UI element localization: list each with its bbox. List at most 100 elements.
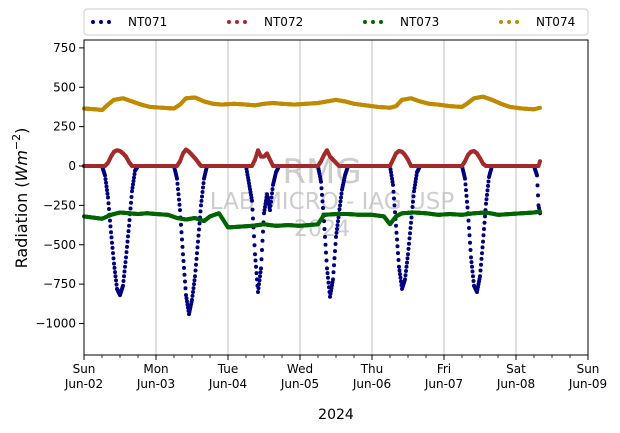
legend-box	[83, 8, 589, 36]
point-NT071	[471, 274, 475, 279]
point-NT071	[463, 176, 467, 181]
legend-label-NT071: NT071	[128, 15, 167, 29]
point-NT071	[463, 182, 468, 187]
point-NT071	[256, 286, 261, 291]
point-NT071	[326, 275, 330, 280]
point-NT071	[468, 248, 473, 252]
point-NT071	[391, 189, 396, 194]
point-NT071	[465, 199, 469, 204]
x-tick-day: Fri	[437, 362, 451, 376]
point-NT071	[334, 234, 338, 239]
point-NT071	[483, 214, 487, 219]
point-NT071	[413, 182, 417, 187]
point-NT071	[471, 279, 476, 283]
point-NT071	[469, 260, 474, 265]
point-NT071	[470, 264, 474, 269]
point-NT071	[333, 249, 337, 254]
point-NT071	[478, 268, 483, 273]
y-axis: −1000 −750 −500 −250 0 250 500 750	[35, 41, 84, 331]
point-NT071	[467, 226, 471, 230]
point-NT071	[190, 297, 194, 302]
point-NT071	[197, 221, 202, 226]
y-tick-label--500: −500	[43, 238, 76, 252]
series-NT073	[82, 209, 542, 230]
point-NT071	[336, 215, 341, 220]
point-NT071	[332, 263, 336, 268]
point-NT071	[479, 256, 484, 261]
point-NT071	[397, 268, 402, 273]
y-axis-label-exponent: −2	[10, 134, 23, 150]
point-NT071	[111, 256, 116, 261]
point-NT071	[261, 229, 265, 234]
point-NT071	[260, 238, 265, 243]
point-NT071	[536, 193, 540, 198]
point-NT071	[484, 197, 489, 202]
point-NT071	[122, 269, 127, 274]
point-NT071	[335, 227, 339, 231]
point-NT071	[326, 280, 331, 285]
point-NT071	[484, 201, 488, 206]
point-NT071	[132, 172, 137, 177]
point-NT071	[394, 230, 399, 235]
x-tick-day: Tue	[217, 362, 239, 376]
point-NT071	[466, 218, 471, 223]
point-NT071	[104, 180, 108, 185]
legend-marker-NT074	[515, 20, 519, 24]
point-NT071	[252, 234, 256, 239]
series-NT072	[82, 147, 542, 168]
point-NT071	[259, 266, 263, 271]
point-NT071	[121, 279, 126, 283]
point-NT071	[129, 200, 133, 205]
point-NT071	[408, 231, 412, 236]
point-NT071	[465, 205, 470, 210]
legend-label-NT073: NT073	[400, 15, 439, 29]
point-NT071	[250, 198, 254, 203]
point-NT071	[389, 173, 394, 178]
point-NT071	[193, 268, 198, 273]
point-NT071	[126, 234, 130, 239]
point-NT071	[195, 245, 200, 250]
point-NT071	[253, 252, 257, 257]
point-NT071	[325, 271, 330, 276]
y-tick-label-250: 250	[53, 120, 76, 134]
x-tick-label-Jun-05: Wed Jun-05	[280, 362, 319, 391]
point-NT071	[323, 242, 328, 247]
point-NT071	[175, 176, 179, 181]
point-NT071	[404, 264, 409, 269]
legend-marker-NT072	[235, 20, 239, 24]
point-NT071	[197, 227, 201, 232]
point-NT071	[178, 208, 182, 213]
point-NT071	[323, 234, 327, 239]
point-NT071	[106, 195, 110, 200]
x-tick-date: Jun-09	[568, 377, 607, 391]
point-NT071	[320, 192, 324, 197]
x-tick-date: Jun-08	[496, 377, 535, 391]
point-NT071	[337, 207, 342, 212]
grid	[155, 40, 517, 355]
x-tick-date: Jun-04	[208, 377, 247, 391]
point-NT071	[389, 170, 393, 175]
point-NT071	[258, 274, 262, 279]
x-tick-label-Jun-06: Thu Jun-06	[352, 362, 391, 391]
point-NT071	[123, 264, 127, 269]
point-NT071	[268, 208, 272, 213]
point-NT071	[107, 207, 111, 211]
point-NT071	[403, 273, 408, 278]
x-tick-label-Jun-02: Sun Jun-02	[64, 362, 103, 391]
point-NT071	[258, 270, 263, 275]
point-NT071	[185, 302, 190, 307]
point-NT071	[414, 176, 418, 181]
x-tick-day: Sun	[73, 362, 96, 376]
point-NT071	[112, 261, 116, 266]
point-NT071	[195, 251, 199, 256]
point-NT071	[112, 265, 117, 270]
y-tick-label--1000: −1000	[35, 317, 76, 331]
y-tick-label-500: 500	[53, 80, 76, 94]
point-NT071	[256, 290, 260, 294]
point-NT071	[325, 266, 329, 271]
point-NT071	[322, 227, 327, 231]
point-NT071	[333, 242, 338, 246]
point-NT071	[126, 229, 131, 234]
point-NT071	[185, 299, 189, 304]
